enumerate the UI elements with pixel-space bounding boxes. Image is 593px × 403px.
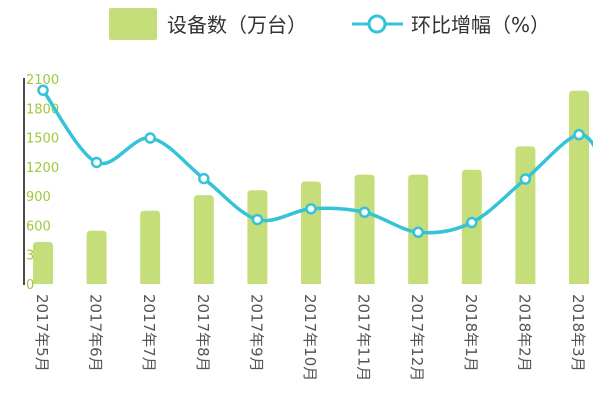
y-tick-label: 600 (26, 219, 51, 234)
line-points (37, 84, 585, 239)
legend-line-label: 环比增幅（%） (411, 13, 550, 37)
x-tick-label: 2017年5月 (33, 294, 51, 372)
bar (86, 230, 107, 284)
x-tick-label: 2017年7月 (140, 294, 158, 372)
bar (354, 174, 375, 284)
line-point (466, 216, 478, 229)
line-point (358, 206, 371, 218)
line-point (90, 156, 103, 169)
x-tick-label: 2017年6月 (87, 294, 105, 372)
legend: 设备数（万台） 环比增幅（%） (109, 8, 550, 40)
line-point (198, 172, 210, 185)
line-point (305, 203, 317, 215)
line-point (519, 173, 532, 185)
bar (140, 210, 161, 284)
line-point (37, 84, 49, 96)
x-tick-label: 2017年9月 (247, 294, 265, 372)
x-tick-label: 2018年2月 (515, 294, 533, 372)
bar (33, 242, 53, 284)
line-point (251, 213, 264, 226)
x-tick-label: 2018年1月 (462, 294, 480, 372)
bar (193, 195, 214, 284)
legend-bar-label: 设备数（万台） (167, 13, 307, 37)
x-tick-label: 2018年3月 (569, 294, 587, 372)
y-tick-label: 0 (26, 278, 34, 293)
bar (569, 90, 589, 284)
bar (301, 181, 321, 284)
x-tick-labels: 2017年5月 2017年6月 2017年7月 2017年8月 2017年9月 2017年… (33, 294, 587, 381)
plot-area: 03006009001200150018002100 2017年5月2017年6… (23, 73, 593, 381)
y-tick-label: 2100 (26, 73, 59, 88)
y-tick-label: 1200 (26, 161, 59, 176)
x-tick-label: 2017年12月 (408, 294, 426, 381)
x-tick-label: 2017年11月 (355, 294, 373, 381)
x-tick-label: 2017年10月 (301, 294, 319, 381)
y-tick-labels: 03006009001200150018002100 (26, 73, 59, 293)
line-point (412, 226, 424, 239)
y-tick-label: 1500 (26, 132, 59, 147)
y-tick-label: 900 (26, 190, 51, 205)
line-point (144, 132, 156, 144)
legend-line-marker (367, 14, 387, 34)
bar-series (33, 90, 589, 284)
x-tick-label: 2017年8月 (194, 294, 212, 372)
bar (247, 190, 268, 284)
bar (515, 146, 536, 284)
legend-bar-swatch (109, 8, 157, 40)
line-point (573, 128, 585, 141)
y-tick-label: 1800 (26, 102, 59, 117)
